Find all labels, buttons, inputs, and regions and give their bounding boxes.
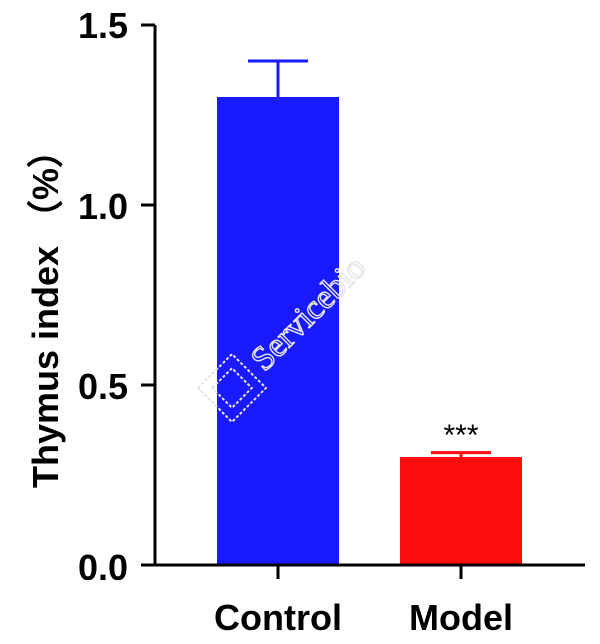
y-tick-label: 1.0: [78, 186, 128, 227]
x-category-label: Control: [214, 597, 342, 638]
watermark-logo-inner: [210, 366, 254, 410]
bars-layer: [217, 59, 522, 565]
bar-control: [217, 97, 339, 565]
x-category-label: Model: [409, 597, 513, 638]
bar-model: [400, 457, 522, 565]
significance-marker: ***: [443, 419, 478, 452]
y-tick-label: 0.5: [78, 366, 128, 407]
y-tick-label: 1.5: [78, 5, 128, 46]
y-tick-label: 0.0: [78, 547, 128, 588]
y-axis-title: Thymus index （%）: [25, 132, 66, 488]
axes-layer: [141, 23, 585, 579]
